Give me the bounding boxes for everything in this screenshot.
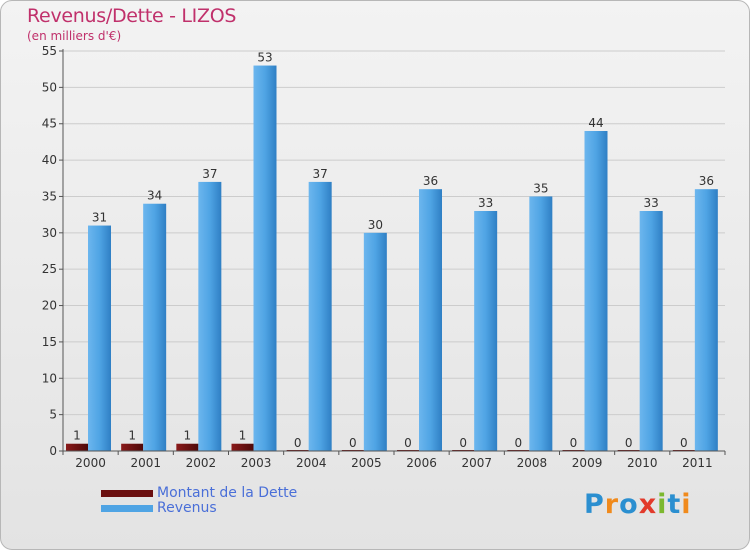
- bar-revenue: [639, 211, 663, 451]
- data-label-debt: 0: [680, 436, 688, 450]
- legend-swatch-debt: [101, 490, 153, 497]
- legend: Montant de la Dette Revenus: [101, 486, 297, 516]
- data-label-revenue: 37: [313, 167, 328, 181]
- logo-letter: r: [604, 489, 620, 520]
- y-tick-label: 50: [42, 80, 57, 94]
- data-label-revenue: 36: [423, 174, 438, 188]
- data-label-revenue: 35: [533, 181, 548, 195]
- chart-title: Revenus/Dette - LIZOS: [27, 5, 237, 27]
- chart-subtitle: (en milliers d'€): [27, 29, 122, 43]
- data-label-revenue: 33: [478, 196, 493, 210]
- x-tick-label: 2000: [75, 456, 106, 470]
- x-tick-label: 2008: [517, 456, 548, 470]
- axes: [59, 49, 726, 455]
- bar-revenue: [474, 211, 498, 451]
- logo-letter: i: [657, 489, 668, 520]
- proxiti-logo: Proxiti: [584, 489, 692, 520]
- bar-revenue: [88, 225, 111, 451]
- data-label-debt: 1: [128, 429, 136, 443]
- x-tick-label: 2006: [406, 456, 437, 470]
- data-label-debt: 0: [570, 436, 578, 450]
- logo-letter: x: [638, 489, 658, 520]
- data-label-revenue: 31: [92, 211, 107, 225]
- y-tick-label: 10: [42, 371, 57, 385]
- legend-swatch-revenue: [101, 505, 153, 512]
- data-label-revenue: 30: [368, 218, 383, 232]
- data-label-revenue: 34: [147, 189, 162, 203]
- x-tick-label: 2003: [241, 456, 272, 470]
- data-label-revenue: 44: [588, 116, 603, 130]
- data-label-debt: 0: [294, 436, 302, 450]
- y-tick-label: 15: [42, 335, 57, 349]
- bar-revenue: [198, 181, 222, 451]
- y-tick-label: 30: [42, 226, 57, 240]
- bar-revenue: [584, 131, 608, 451]
- x-tick-label: 2001: [130, 456, 161, 470]
- data-label-debt: 1: [184, 429, 192, 443]
- bar-debt: [231, 443, 254, 451]
- legend-label-revenue: Revenus: [157, 500, 217, 516]
- data-label-debt: 1: [73, 429, 81, 443]
- data-label-revenue: 33: [644, 196, 659, 210]
- labels: 0510152025303540455055131200013420011372…: [42, 44, 714, 470]
- x-tick-label: 2011: [682, 456, 713, 470]
- logo-letter: i: [681, 489, 692, 520]
- data-label-debt: 0: [404, 436, 412, 450]
- y-tick-label: 45: [42, 117, 57, 131]
- bar-debt: [66, 443, 88, 451]
- data-label-debt: 1: [239, 429, 247, 443]
- x-tick-label: 2002: [186, 456, 217, 470]
- data-label-revenue: 36: [699, 174, 714, 188]
- bar-debt: [121, 443, 144, 451]
- bar-revenue: [529, 196, 553, 451]
- data-label-revenue: 53: [257, 51, 272, 65]
- data-label-debt: 0: [515, 436, 523, 450]
- logo-letter: t: [667, 489, 682, 520]
- data-label-debt: 0: [459, 436, 467, 450]
- bar-revenue: [363, 232, 387, 451]
- x-tick-label: 2010: [627, 456, 658, 470]
- logo-letter: P: [584, 489, 605, 520]
- y-tick-label: 35: [42, 189, 57, 203]
- bars: [66, 65, 718, 451]
- grid-lines: [63, 50, 725, 416]
- data-label-debt: 0: [625, 436, 633, 450]
- y-tick-label: 0: [49, 444, 57, 458]
- x-tick-label: 2004: [296, 456, 327, 470]
- bar-revenue: [694, 189, 718, 451]
- data-label-debt: 0: [349, 436, 357, 450]
- y-tick-label: 55: [42, 44, 57, 58]
- bar-revenue: [419, 189, 442, 451]
- legend-label-debt: Montant de la Dette: [157, 485, 298, 501]
- bar-revenue: [143, 203, 167, 451]
- bar-revenue: [253, 65, 277, 451]
- y-tick-label: 40: [42, 153, 57, 167]
- legend-item-debt: Montant de la Dette: [101, 486, 297, 501]
- legend-item-revenue: Revenus: [101, 501, 297, 516]
- x-tick-label: 2007: [461, 456, 492, 470]
- bar-debt: [176, 443, 199, 451]
- bar-revenue: [308, 181, 332, 451]
- logo-letter: o: [619, 489, 639, 520]
- data-label-revenue: 37: [202, 167, 217, 181]
- y-tick-label: 5: [49, 408, 57, 422]
- x-tick-label: 2005: [351, 456, 382, 470]
- y-tick-label: 20: [42, 299, 57, 313]
- x-tick-label: 2009: [572, 456, 603, 470]
- y-tick-label: 25: [42, 262, 57, 276]
